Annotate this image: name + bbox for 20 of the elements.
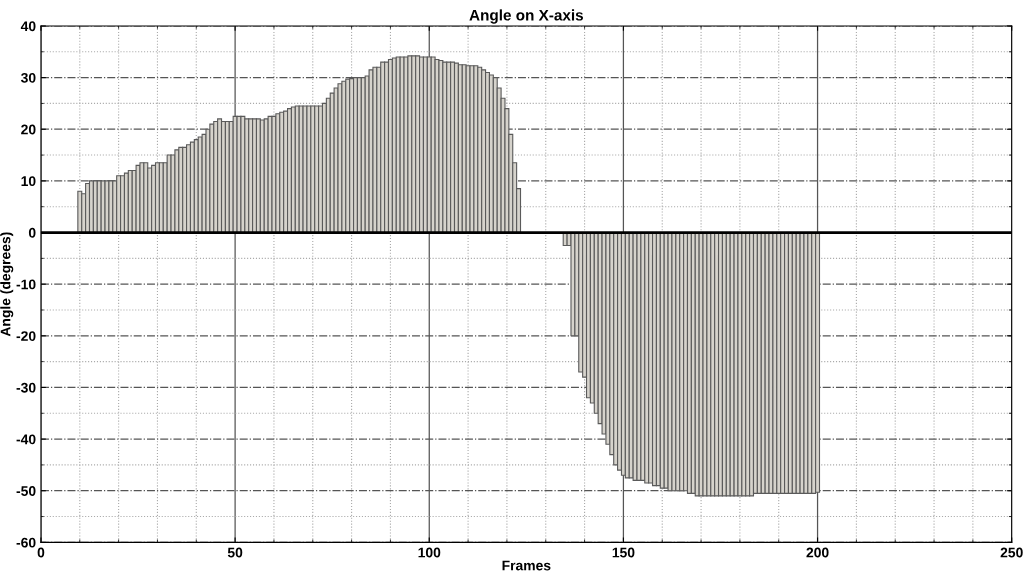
- x-tick-label: 100: [418, 547, 441, 558]
- y-tick-label: -60: [16, 537, 36, 548]
- x-tick-label: 50: [227, 547, 243, 558]
- x-tick-label: 200: [806, 547, 829, 558]
- y-tick-label: 20: [21, 124, 36, 135]
- x-tick-label: 150: [612, 547, 635, 558]
- y-tick-label: -20: [16, 331, 36, 341]
- y-axis-title: Angle (degrees): [0, 232, 14, 337]
- x-tick-label: 0: [37, 547, 45, 558]
- x-axis-title: Frames: [502, 560, 551, 571]
- y-tick-label: 0: [28, 227, 36, 238]
- chart-title: Angle on X-axis: [469, 9, 584, 24]
- y-tick-label: 40: [20, 21, 36, 32]
- y-tick-label: -50: [16, 486, 36, 496]
- y-tick-label: 10: [21, 176, 36, 187]
- y-tick-label: -40: [16, 434, 36, 445]
- y-tick-label: -10: [16, 279, 36, 290]
- y-tick-label: 30: [20, 72, 36, 83]
- x-tick-label: 250: [1000, 547, 1023, 558]
- y-tick-label: -30: [16, 382, 36, 393]
